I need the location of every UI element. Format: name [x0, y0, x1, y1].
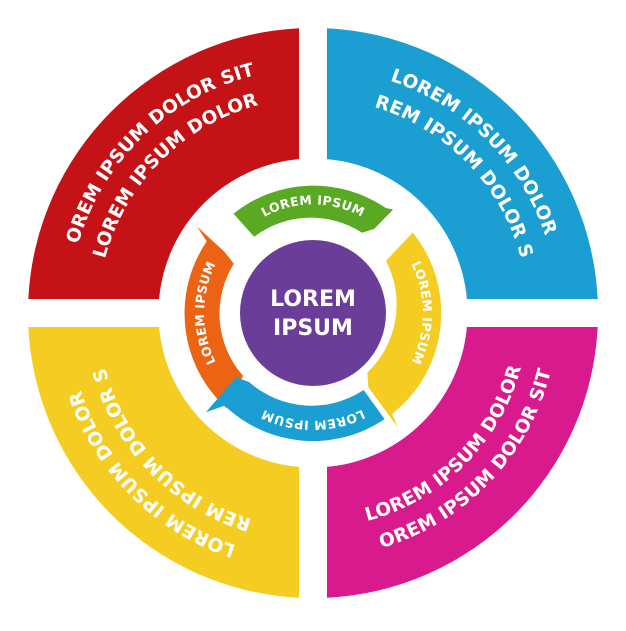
quadrant-bottom-right-shape	[327, 327, 598, 598]
ring-segment-bottom-arrow	[205, 377, 385, 442]
quadrant-top-right-shape	[327, 28, 598, 300]
ring-segment-right-arrow	[367, 232, 442, 428]
ring-segment-top: LOREM IPSUM	[233, 185, 394, 237]
ring-segment-left: LOREM IPSUM	[184, 226, 244, 409]
ring-segment-right: LOREM IPSUM	[367, 232, 442, 428]
center-circle	[240, 240, 386, 386]
center-label-line-2: IPSUM	[273, 316, 353, 341]
quadrant-top-left-shape	[28, 28, 300, 300]
ring-segment-bottom: LOREM IPSUM	[205, 377, 385, 442]
ring-segment-left-arrow	[184, 226, 244, 409]
ring-segment-top-arrow	[233, 185, 394, 237]
quadrant-top-left: LOREM IPSUM DOLOR SIT LOREM IPSUM DOLOR	[0, 0, 300, 300]
quadrant-bottom-left-shape	[28, 327, 300, 598]
center-node: LOREM IPSUM	[240, 240, 386, 386]
center-label-line-1: LOREM	[270, 287, 356, 312]
